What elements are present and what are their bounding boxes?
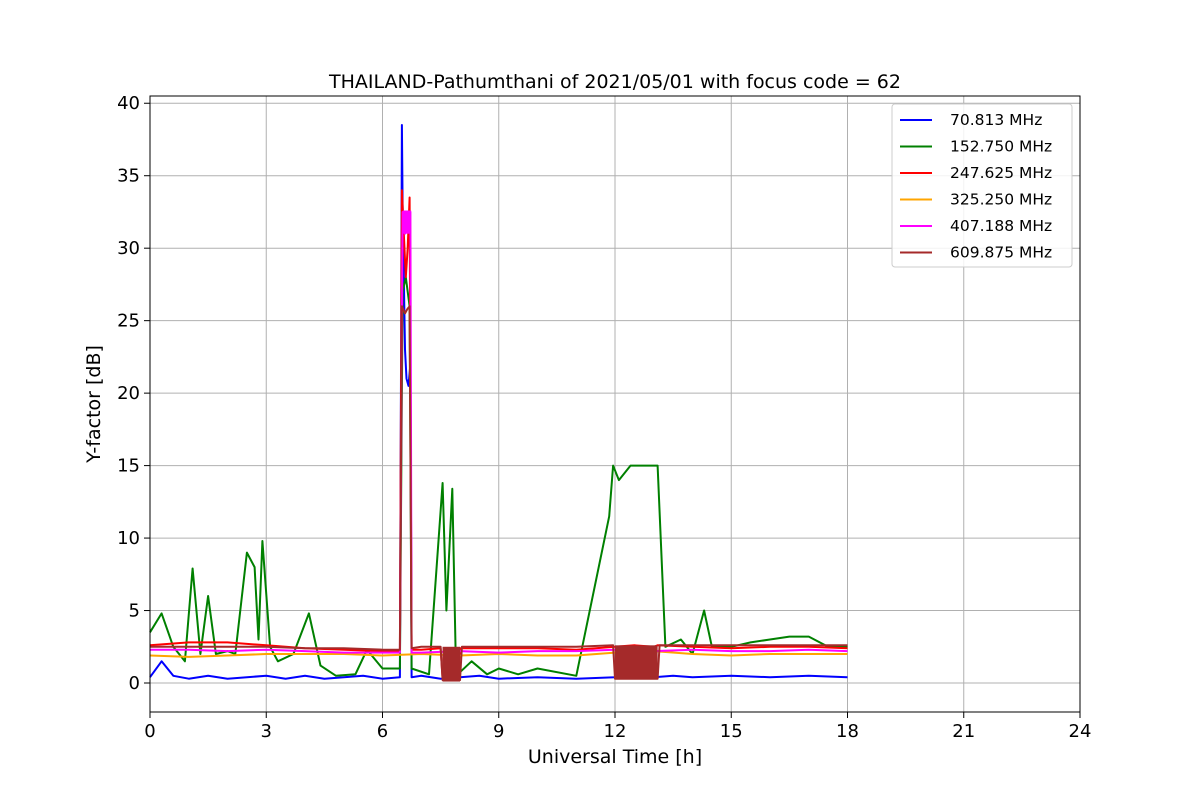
dense-signal-block xyxy=(442,646,460,682)
legend-frame xyxy=(891,103,1073,268)
dense-signal-block xyxy=(615,645,658,679)
legend-label: 70.813 MHz xyxy=(950,111,1042,129)
y-axis: 0 5 10 15 20 25 30 35 40 xyxy=(117,93,150,694)
y-tick-label: 35 xyxy=(117,166,140,187)
x-tick-label: 9 xyxy=(493,721,504,742)
series-line xyxy=(149,650,848,658)
legend: 70.813 MHz 152.750 MHz 247.625 MHz 325.250 … xyxy=(891,103,1073,268)
y-tick-label: 15 xyxy=(117,456,140,477)
x-tick-label: 15 xyxy=(720,721,743,742)
plot-area xyxy=(149,124,848,682)
x-tick-label: 21 xyxy=(952,721,975,742)
y-tick-label: 30 xyxy=(117,238,140,259)
chart-title: THAILAND-Pathumthani of 2021/05/01 with … xyxy=(328,71,901,93)
y-tick-label: 20 xyxy=(117,383,140,404)
y-axis-label: Y-factor [dB] xyxy=(83,345,105,464)
x-axis-label: Universal Time [h] xyxy=(528,746,702,768)
legend-label: 325.250 MHz xyxy=(950,191,1052,209)
x-tick-label: 6 xyxy=(377,721,388,742)
legend-label: 247.625 MHz xyxy=(950,164,1052,182)
y-tick-label: 0 xyxy=(129,673,140,694)
legend-label: 152.750 MHz xyxy=(950,138,1052,156)
y-tick-label: 10 xyxy=(117,528,140,549)
series-line xyxy=(150,305,848,682)
x-axis: 0 3 6 9 12 15 18 21 24 xyxy=(144,712,1091,742)
x-tick-label: 24 xyxy=(1069,721,1092,742)
x-tick-label: 3 xyxy=(261,721,272,742)
series-5 xyxy=(150,305,848,682)
series-3 xyxy=(149,650,848,658)
legend-label: 407.188 MHz xyxy=(950,217,1052,235)
y-tick-label: 40 xyxy=(117,93,140,114)
dense-signal-block xyxy=(402,210,412,234)
legend-label: 609.875 MHz xyxy=(950,244,1052,262)
y-tick-label: 25 xyxy=(117,311,140,332)
y-tick-label: 5 xyxy=(129,601,140,622)
x-tick-label: 18 xyxy=(836,721,859,742)
x-tick-label: 12 xyxy=(604,721,627,742)
x-tick-label: 0 xyxy=(144,721,155,742)
